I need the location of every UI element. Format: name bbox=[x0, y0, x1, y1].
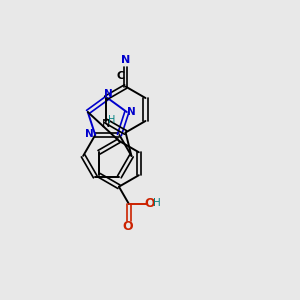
Text: O: O bbox=[144, 197, 154, 210]
Text: N: N bbox=[121, 55, 130, 65]
Text: N: N bbox=[127, 107, 135, 117]
Text: N: N bbox=[85, 129, 94, 139]
Text: N: N bbox=[103, 89, 112, 99]
Text: O: O bbox=[122, 220, 133, 233]
Text: H: H bbox=[153, 199, 161, 208]
Text: H: H bbox=[109, 115, 116, 125]
Text: N: N bbox=[102, 119, 110, 129]
Text: C: C bbox=[116, 71, 125, 81]
